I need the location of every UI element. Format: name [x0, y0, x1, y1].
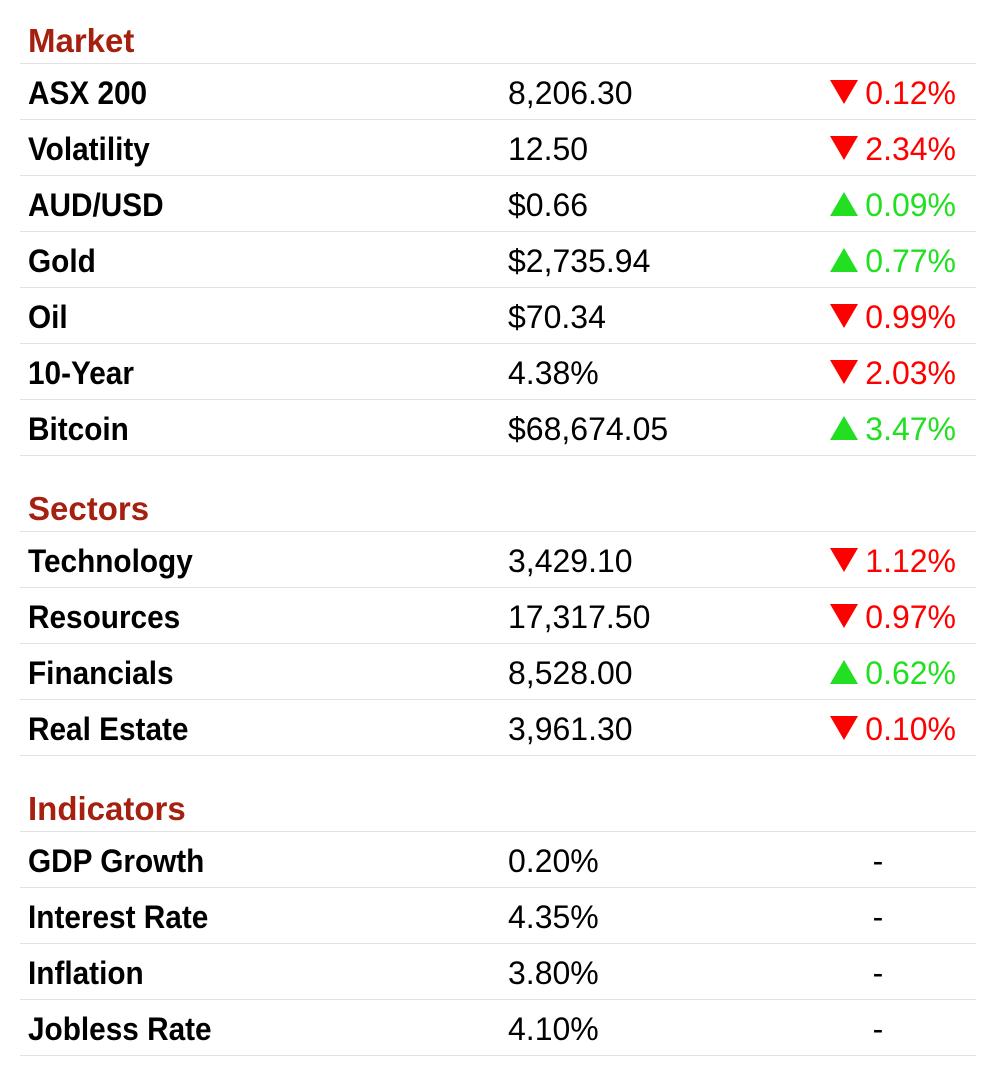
row-change: 0.97% — [829, 588, 956, 643]
row-change: 0.99% — [829, 288, 956, 343]
change-value: - — [872, 899, 884, 935]
triangle-down-icon — [829, 79, 859, 105]
triangle-down-icon — [829, 303, 859, 329]
change-value: 0.97% — [865, 599, 956, 635]
change-value: 0.09% — [865, 187, 956, 223]
row-value: $70.34 — [508, 299, 606, 335]
row-label: Interest Rate — [28, 899, 209, 935]
change-value: 0.62% — [865, 655, 956, 691]
change-value: 0.10% — [865, 711, 956, 747]
table-row: Bitcoin $68,674.05 3.47% — [20, 400, 976, 456]
triangle-up-icon — [829, 247, 859, 273]
section-title: Indicators — [20, 786, 976, 832]
change-value: - — [872, 955, 884, 991]
row-change: 3.47% — [829, 400, 956, 455]
section-sectors: Sectors Technology 3,429.10 1.12% Resources… — [20, 486, 976, 756]
row-change: 2.34% — [829, 120, 956, 175]
row-value: 3,429.10 — [508, 543, 633, 579]
row-value: 17,317.50 — [508, 599, 651, 635]
row-value: 0.20% — [508, 843, 599, 879]
change-value: - — [872, 1011, 884, 1047]
row-change: 0.10% — [829, 700, 956, 755]
section-market: Market ASX 200 8,206.30 0.12% Volatility 12.… — [20, 18, 976, 456]
table-row: AUD/USD $0.66 0.09% — [20, 176, 976, 232]
row-label: Gold — [28, 243, 96, 279]
row-value: 4.38% — [508, 355, 599, 391]
row-label: GDP Growth — [28, 843, 205, 879]
triangle-up-icon — [829, 191, 859, 217]
triangle-down-icon — [829, 547, 859, 573]
table-row: ASX 200 8,206.30 0.12% — [20, 64, 976, 120]
row-value: 4.10% — [508, 1011, 599, 1047]
row-value: 12.50 — [508, 131, 589, 167]
row-label: ASX 200 — [28, 75, 148, 111]
change-value: 0.12% — [865, 75, 956, 111]
row-label: Oil — [28, 299, 68, 335]
row-change: - — [868, 1000, 888, 1055]
triangle-down-icon — [829, 359, 859, 385]
row-label: Bitcoin — [28, 411, 129, 447]
row-change: 0.62% — [829, 644, 956, 699]
table-row: Real Estate 3,961.30 0.10% — [20, 700, 976, 756]
section-title: Sectors — [20, 486, 976, 532]
triangle-down-icon — [829, 603, 859, 629]
change-value: 0.77% — [865, 243, 956, 279]
change-value: 2.34% — [865, 131, 956, 167]
table-row: GDP Growth 0.20% - — [20, 832, 976, 888]
section-indicators: Indicators GDP Growth 0.20% - Interest Rate… — [20, 786, 976, 1056]
row-change: 1.12% — [829, 532, 956, 587]
table-row: Jobless Rate 4.10% - — [20, 1000, 976, 1056]
section-title: Market — [20, 18, 976, 64]
triangle-up-icon — [829, 659, 859, 685]
row-label: Real Estate — [28, 711, 189, 747]
row-change: 0.09% — [829, 176, 956, 231]
table-row: 10-Year 4.38% 2.03% — [20, 344, 976, 400]
triangle-down-icon — [829, 715, 859, 741]
row-change: 2.03% — [829, 344, 956, 399]
table-row: Volatility 12.50 2.34% — [20, 120, 976, 176]
row-label: Jobless Rate — [28, 1011, 212, 1047]
row-change: 0.12% — [829, 64, 956, 119]
row-label: Resources — [28, 599, 181, 635]
row-change: - — [868, 832, 888, 887]
row-change: - — [868, 944, 888, 999]
row-value: 3.80% — [508, 955, 599, 991]
row-value: $0.66 — [508, 187, 589, 223]
row-label: Financials — [28, 655, 174, 691]
row-change: 0.77% — [829, 232, 956, 287]
row-label: Volatility — [28, 131, 150, 167]
change-value: 0.99% — [865, 299, 956, 335]
row-value: $2,735.94 — [508, 243, 651, 279]
change-value: 1.12% — [865, 543, 956, 579]
triangle-down-icon — [829, 135, 859, 161]
table-row: Gold $2,735.94 0.77% — [20, 232, 976, 288]
row-label: 10-Year — [28, 355, 134, 391]
change-value: - — [872, 843, 884, 879]
table-row: Inflation 3.80% - — [20, 944, 976, 1000]
table-row: Oil $70.34 0.99% — [20, 288, 976, 344]
table-row: Interest Rate 4.35% - — [20, 888, 976, 944]
table-row: Resources 17,317.50 0.97% — [20, 588, 976, 644]
row-change: - — [868, 888, 888, 943]
triangle-up-icon — [829, 415, 859, 441]
row-value: 3,961.30 — [508, 711, 633, 747]
row-label: Inflation — [28, 955, 144, 991]
row-value: 4.35% — [508, 899, 599, 935]
row-value: 8,206.30 — [508, 75, 633, 111]
table-row: Financials 8,528.00 0.62% — [20, 644, 976, 700]
row-value: 8,528.00 — [508, 655, 633, 691]
row-label: Technology — [28, 543, 193, 579]
change-value: 3.47% — [865, 411, 956, 447]
row-label: AUD/USD — [28, 187, 164, 223]
row-value: $68,674.05 — [508, 411, 669, 447]
table-row: Technology 3,429.10 1.12% — [20, 532, 976, 588]
change-value: 2.03% — [865, 355, 956, 391]
